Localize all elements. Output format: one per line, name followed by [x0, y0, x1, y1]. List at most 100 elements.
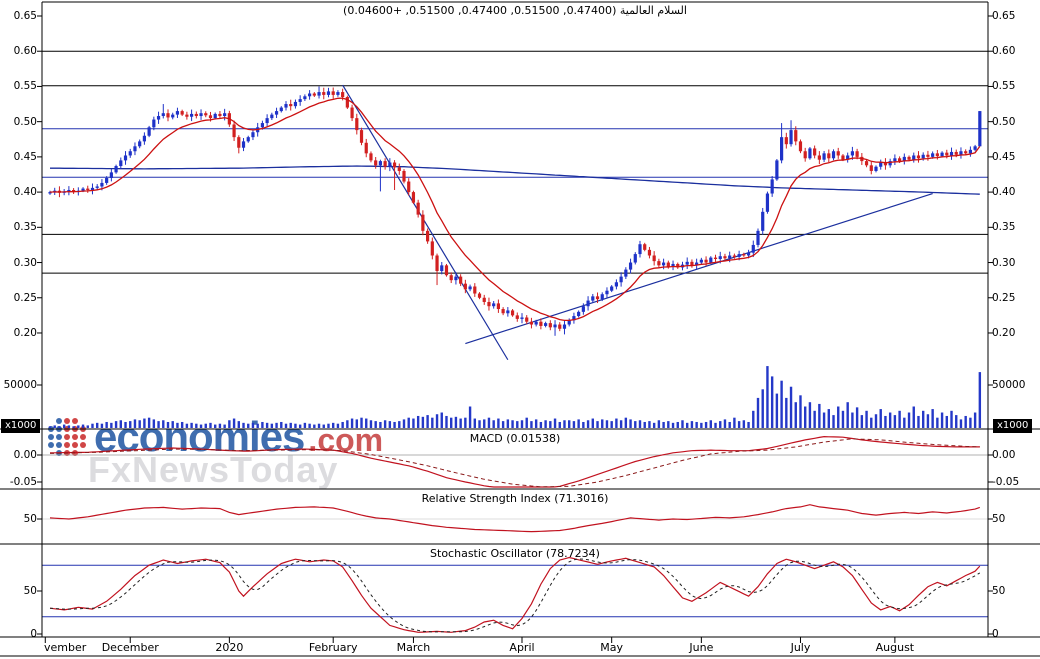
- volume-bar: [959, 419, 963, 428]
- candle-body-down: [666, 262, 670, 267]
- candle-body-down: [180, 111, 184, 115]
- price-axis-label-left: 0.65: [13, 10, 37, 22]
- candle-body-up: [949, 151, 954, 156]
- candle-body-up: [614, 282, 618, 287]
- candle-body-up: [619, 276, 623, 283]
- candle-body-up: [978, 111, 982, 147]
- volume-bar: [700, 422, 703, 428]
- volume-bar: [888, 412, 892, 428]
- volume-bar: [53, 425, 56, 428]
- volume-bar: [563, 420, 566, 428]
- candle-body-up: [303, 96, 307, 100]
- volume-bar: [100, 423, 104, 428]
- volume-bar: [346, 420, 349, 428]
- candle-body-up: [633, 254, 637, 263]
- volume-bar: [671, 422, 675, 428]
- candle-body-up: [293, 101, 298, 107]
- volume-bar: [67, 425, 71, 428]
- volume-bar: [714, 422, 717, 428]
- volume-bar: [431, 417, 434, 428]
- candle-body-up: [685, 261, 689, 265]
- volume-bar: [450, 417, 453, 428]
- candle-body-up: [336, 92, 340, 95]
- candle-body-down: [496, 303, 500, 310]
- candle-body-down: [402, 170, 406, 182]
- month-axis-label: December: [101, 641, 159, 654]
- candle-body-up: [610, 286, 614, 291]
- volume-bar: [388, 421, 392, 428]
- volume-bar: [530, 421, 533, 428]
- stoch-axis-label-left: 0: [30, 628, 37, 640]
- candle-body-up: [317, 92, 321, 96]
- volume-bar: [256, 423, 259, 428]
- candle-body-up: [846, 155, 850, 160]
- candle-body-down: [477, 293, 482, 298]
- volume-bar: [855, 407, 859, 428]
- candle-body-down: [676, 263, 680, 268]
- month-axis-label: 2020: [215, 641, 244, 654]
- volume-bar: [322, 424, 325, 428]
- volume-bar: [634, 421, 637, 428]
- candle-body-down: [529, 321, 534, 325]
- candle-body-down: [459, 276, 463, 284]
- volume-bar: [534, 419, 538, 428]
- volume-bar: [568, 420, 571, 428]
- month-axis-label: February: [308, 641, 358, 654]
- candle-body-down: [331, 91, 335, 95]
- macd-panel-title: MACD (0.01538): [469, 432, 561, 445]
- candle-body-down: [935, 153, 939, 157]
- volume-bar: [91, 423, 94, 428]
- volume-bar: [733, 417, 736, 428]
- candle-body-down: [430, 241, 434, 256]
- volume-bar: [893, 415, 897, 428]
- volume-bar: [728, 421, 731, 428]
- volume-bar: [648, 421, 651, 428]
- volume-bar: [516, 421, 519, 428]
- volume-axis-label-right: 50000: [992, 379, 1026, 391]
- volume-bar: [407, 417, 410, 428]
- volume-bar: [218, 423, 222, 428]
- volume-bar: [86, 425, 89, 428]
- candle-body-down: [883, 162, 888, 166]
- candle-body-up: [378, 161, 382, 166]
- candle-body-down: [194, 113, 198, 117]
- volume-bar: [846, 402, 849, 428]
- candle-body-up: [775, 160, 779, 180]
- stoch-axis-label-right: 0: [992, 628, 999, 640]
- candle-body-down: [237, 137, 241, 148]
- watermark-subtitle: FxNewsToday: [88, 449, 339, 490]
- candle-body-up: [808, 148, 812, 159]
- candle-body-up: [831, 151, 836, 159]
- candle-body-up: [968, 149, 972, 154]
- volume-bar: [596, 421, 599, 428]
- volume-bar: [525, 417, 528, 428]
- volume-bar: [303, 422, 307, 428]
- volume-bar: [737, 421, 741, 428]
- macd-axis-label-left: -0.05: [9, 476, 37, 488]
- candle-body-up: [718, 256, 722, 260]
- candle-body-up: [147, 127, 151, 136]
- candle-body-down: [444, 265, 449, 276]
- candle-body-up: [81, 188, 85, 191]
- month-axis-label: August: [875, 641, 915, 654]
- candle-body-up: [770, 179, 774, 194]
- candle-body-up: [109, 172, 113, 179]
- candle-body-up: [156, 116, 161, 120]
- volume-bar: [709, 420, 712, 428]
- candle-body-up: [586, 300, 590, 307]
- candle-body-down: [166, 113, 170, 118]
- candle-body-down: [742, 254, 746, 256]
- price-axis-label-left: 0.45: [13, 150, 37, 163]
- stoch-d-line: [49, 558, 981, 633]
- price-axis-label-left: 0.50: [13, 115, 37, 128]
- price-axis-label-right: 0.45: [992, 150, 1016, 163]
- candle-body-up: [190, 113, 194, 117]
- candle-body-up: [728, 255, 732, 259]
- candle-body-up: [138, 141, 142, 147]
- candle-body-up: [520, 317, 524, 319]
- volume-bar: [903, 417, 906, 428]
- price-axis-label-left: 0.40: [13, 186, 37, 199]
- candle-body-up: [973, 146, 977, 150]
- volume-bar: [912, 406, 915, 428]
